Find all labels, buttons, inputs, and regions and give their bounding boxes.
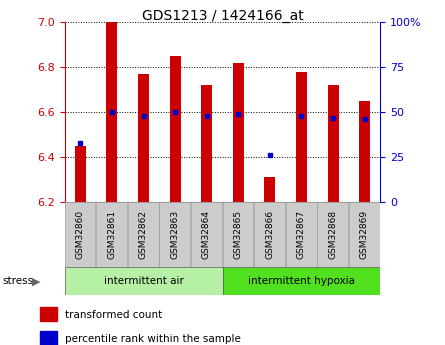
Text: GSM32862: GSM32862 (139, 210, 148, 259)
Bar (359, 101, 370, 202)
Bar (222, 267, 380, 295)
Bar (138, 74, 149, 202)
Text: GSM32866: GSM32866 (265, 210, 274, 259)
Text: percentile rank within the sample: percentile rank within the sample (65, 334, 241, 344)
Bar (65, 267, 222, 295)
Text: GSM32863: GSM32863 (170, 210, 179, 259)
Text: intermittent air: intermittent air (104, 276, 183, 286)
Bar (264, 177, 275, 202)
Bar (328, 85, 339, 202)
Text: GSM32867: GSM32867 (297, 210, 306, 259)
Text: intermittent hypoxia: intermittent hypoxia (248, 276, 355, 286)
Bar (201, 85, 212, 202)
Bar (349, 202, 380, 267)
Text: GSM32861: GSM32861 (107, 210, 116, 259)
Bar (128, 202, 159, 267)
Text: transformed count: transformed count (65, 310, 162, 320)
Bar (191, 202, 222, 267)
Text: GSM32865: GSM32865 (234, 210, 243, 259)
Bar (40, 307, 57, 321)
Bar (65, 202, 96, 267)
Bar (222, 202, 254, 267)
Bar (40, 331, 57, 345)
Text: ▶: ▶ (32, 276, 40, 286)
Bar (296, 72, 307, 202)
Bar (286, 202, 317, 267)
Text: stress: stress (2, 276, 33, 286)
Bar (96, 202, 127, 267)
Text: GSM32860: GSM32860 (76, 210, 85, 259)
Bar (106, 22, 117, 202)
Bar (317, 202, 348, 267)
Bar (170, 56, 181, 202)
Bar (254, 202, 285, 267)
Bar (159, 202, 190, 267)
Text: GSM32869: GSM32869 (360, 210, 369, 259)
Text: GSM32864: GSM32864 (202, 210, 211, 259)
Bar (233, 63, 244, 202)
Text: GSM32868: GSM32868 (328, 210, 337, 259)
Text: GDS1213 / 1424166_at: GDS1213 / 1424166_at (142, 9, 303, 23)
Bar (75, 146, 86, 202)
